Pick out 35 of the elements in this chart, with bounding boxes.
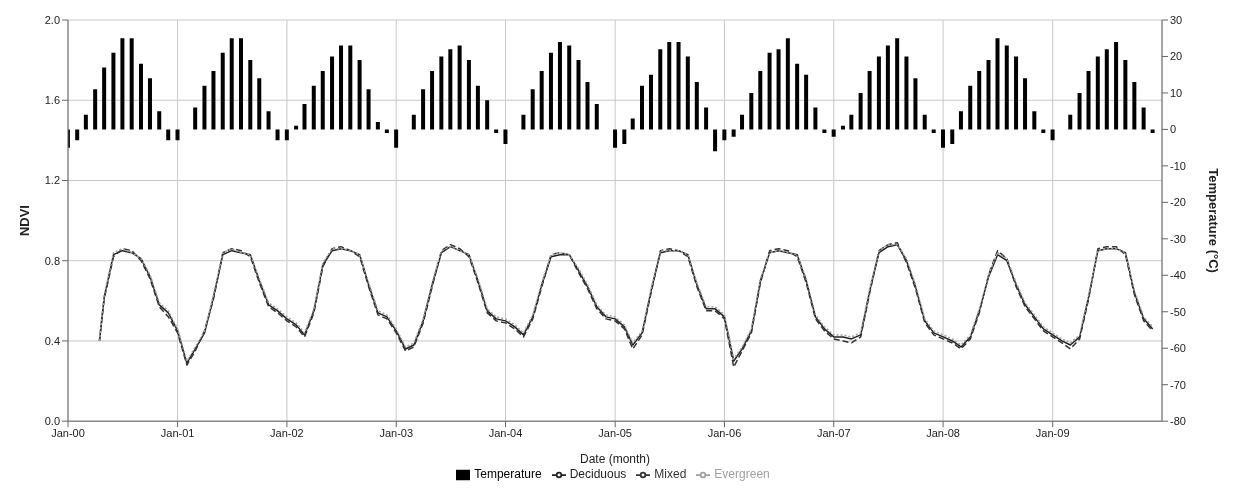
y2-tick-label: 10: [1170, 86, 1183, 99]
y2-tick-label: 30: [1170, 13, 1183, 26]
y-axis-title: NDVI: [16, 205, 32, 237]
y2-axis-title: Temperature (°C): [1206, 168, 1222, 273]
y-tick-label: 0.4: [44, 334, 60, 347]
y2-tick-label: -10: [1170, 159, 1186, 172]
y-tick-label: 2.0: [44, 13, 60, 26]
y2-tick-label: -70: [1170, 378, 1186, 391]
x-tick-label: Jan-02: [270, 426, 304, 439]
x-tick-label: Jan-01: [160, 426, 195, 439]
x-tick-label: Jan-09: [1035, 426, 1070, 439]
y2-tick-label: 20: [1170, 50, 1183, 63]
x-tick-label: Jan-00: [51, 426, 85, 439]
y2-tick-label: -60: [1170, 342, 1186, 355]
x-tick-label: Jan-06: [707, 426, 742, 439]
y2-tick-label: -20: [1170, 196, 1186, 209]
y2-tick-label: -50: [1170, 305, 1186, 318]
x-tick-label: Jan-05: [598, 426, 632, 439]
legend-label: Deciduous: [569, 467, 627, 482]
y-tick-label: 0.8: [44, 254, 60, 267]
x-tick-label: Jan-08: [926, 426, 960, 439]
y2-tick-label: -40: [1170, 269, 1186, 282]
x-tick-label: Jan-03: [379, 426, 414, 439]
y2-tick-label: -30: [1170, 232, 1186, 245]
y2-tick-label: 0: [1170, 123, 1177, 136]
x-tick-label: Jan-07: [816, 426, 851, 439]
y2-tick-label: -80: [1170, 415, 1186, 428]
y-tick-label: 0.0: [44, 415, 60, 428]
x-axis-title: Date (month): [579, 452, 651, 467]
y-tick-label: 1.6: [44, 94, 60, 107]
legend-label: Mixed: [654, 467, 687, 482]
x-tick-label: Jan-04: [488, 426, 523, 439]
legend-label: Evergreen: [714, 467, 770, 482]
y-tick-label: 1.2: [44, 174, 60, 187]
legend-label: Temperature: [474, 467, 542, 482]
